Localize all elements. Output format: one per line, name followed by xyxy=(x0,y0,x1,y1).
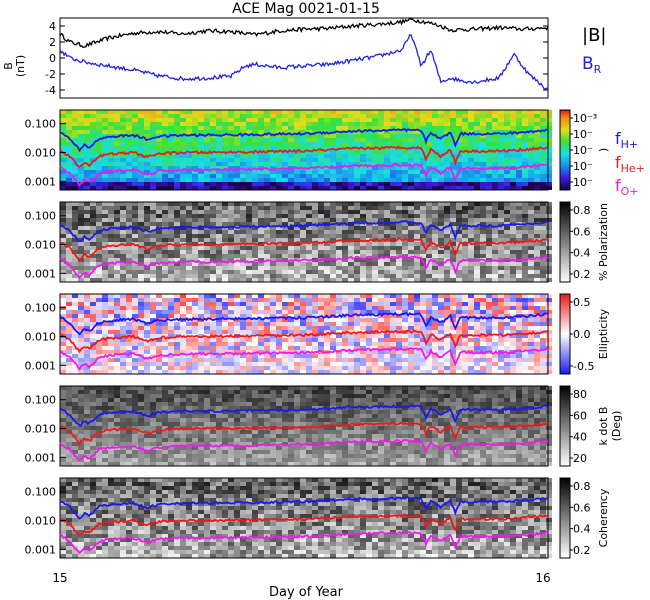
top-ylabel-b: B xyxy=(2,62,15,70)
colorbar-tick-label: 0.5 xyxy=(573,296,591,309)
ytick-label: 0.010 xyxy=(25,331,57,344)
x-tick-label-15: 15 xyxy=(52,571,67,585)
colorbar-kdotb xyxy=(559,385,571,467)
colorbar-tick-label: 0.2 xyxy=(573,544,591,557)
top-series-group xyxy=(59,17,549,90)
colorbar-power xyxy=(559,109,571,191)
colorbar-label2-kdotb: (Deg) xyxy=(610,411,623,442)
curve-fo xyxy=(59,438,549,462)
curve-fhe xyxy=(59,145,549,168)
panel-polarization: 0.100 0.010 0.001 0.8 0.6 0.4 0.2 % Polarizatio… xyxy=(25,201,610,283)
legend-fo-base: f xyxy=(615,176,621,195)
curve-fhe xyxy=(59,237,549,262)
colorbar-tick-label: 20 xyxy=(573,452,587,465)
colorbar-tick-label: 0.8 xyxy=(573,204,591,217)
colorbar-tick-label: 40 xyxy=(573,431,587,444)
colorbar-label-power: ) xyxy=(597,148,610,152)
top-panel: B (nT) 420-2-4 |B| BR xyxy=(2,17,606,99)
legend-fo: fO+ xyxy=(615,176,639,198)
curve-fo xyxy=(59,347,549,371)
panel-kdotb: 0.100 0.010 0.001 80 60 40 20 k dot B (Deg) xyxy=(25,385,623,467)
colorbar-tick-label: 0.2 xyxy=(573,268,591,281)
colorbar-tick-label: 0.8 xyxy=(573,480,591,493)
legend-fh: fH+ xyxy=(615,129,638,151)
colorbar-tick-label: 0.6 xyxy=(573,501,591,514)
series-line-bmag xyxy=(59,17,549,49)
top-ytick-label: 4 xyxy=(49,20,56,33)
curve-fh xyxy=(59,496,549,520)
legend-fhe-sub: He+ xyxy=(621,162,645,175)
colorbar-tick-label: 10⁻ xyxy=(573,144,593,157)
ytick-label: 0.100 xyxy=(25,486,57,499)
colorbar-tick-label: -0.5 xyxy=(573,360,594,373)
ytick-label: 0.001 xyxy=(25,543,57,556)
colorbar-tick-label: 60 xyxy=(573,409,587,422)
colorbar-label-ellipticity: Ellipticity xyxy=(597,308,610,359)
colorbar-tick-label: 0.4 xyxy=(573,247,591,260)
top-ylabel-unit: (nT) xyxy=(14,55,27,77)
ytick-label: 0.001 xyxy=(25,359,57,372)
ytick-label: 0.100 xyxy=(25,118,57,131)
top-ytick-label: 0 xyxy=(49,52,56,65)
curve-fo xyxy=(59,162,548,187)
legend-br: BR xyxy=(582,54,602,76)
colorbar-label-kdotb: k dot B xyxy=(597,407,610,446)
series-line-br xyxy=(59,34,549,90)
curve-fh xyxy=(59,220,549,243)
ytick-label: 0.010 xyxy=(25,515,57,528)
colorbar-tick-label: 10⁻ xyxy=(573,160,593,173)
ytick-label: 0.010 xyxy=(25,239,57,252)
ytick-label: 0.001 xyxy=(25,451,57,464)
legend-fhe: fHe+ xyxy=(615,153,645,175)
top-ytick-label: -2 xyxy=(45,68,56,81)
legend-fhe-base: f xyxy=(615,153,621,172)
colorbar-tick-label: 10⁻ xyxy=(573,128,593,141)
x-axis-label: Day of Year xyxy=(269,585,344,600)
curve-fhe xyxy=(59,329,549,354)
colorbar-polarization xyxy=(559,201,571,283)
curve-fhe xyxy=(59,421,549,447)
spectrogram-ellipticity xyxy=(60,294,552,374)
colorbar-label-coherency: Coherency xyxy=(597,488,610,547)
top-ytick-label: 2 xyxy=(49,36,56,49)
ytick-label: 0.100 xyxy=(25,394,57,407)
ytick-label: 0.100 xyxy=(25,210,57,223)
legend-fo-sub: O+ xyxy=(621,185,639,198)
legend-br-base: B xyxy=(582,54,594,74)
curve-fhe xyxy=(59,513,549,536)
legend-br-sub: R xyxy=(594,63,602,76)
x-tick-label-16: 16 xyxy=(535,571,550,585)
panel-frame xyxy=(59,201,549,283)
top-tick-group: 4 2 0 -2 -4 xyxy=(45,20,548,97)
curve-fo xyxy=(59,254,549,280)
curve-fh xyxy=(59,311,549,336)
panel-coherency: 0.100 0.010 0.001 0.8 0.6 0.4 0.2 Coherency xyxy=(25,477,610,559)
legend-fh-sub: H+ xyxy=(621,138,639,151)
colorbar-tick-label: 80 xyxy=(573,388,587,401)
colorbar-ellipticity xyxy=(559,293,571,375)
curve-fh xyxy=(59,128,549,153)
colorbar-tick-label: 0.6 xyxy=(573,225,591,238)
colorbar-tick-label: 0.4 xyxy=(573,523,591,536)
colorbar-coherency xyxy=(559,477,571,559)
top-ytick-label: -4 xyxy=(45,84,56,97)
ytick-label: 0.010 xyxy=(25,147,57,160)
colorbar-label-polarization: % Polarization xyxy=(597,203,610,281)
legend-fh-base: f xyxy=(615,129,621,148)
curve-fo xyxy=(59,530,549,555)
colorbar-tick-label: 10⁻ xyxy=(573,176,593,189)
ytick-label: 0.001 xyxy=(25,175,57,188)
ytick-label: 0.100 xyxy=(25,302,57,315)
colorbar-tick-label: 10⁻³ xyxy=(573,112,597,125)
ytick-label: 0.010 xyxy=(25,423,57,436)
chart-title: ACE Mag 0021-01-15 xyxy=(232,1,380,17)
freq-panels-group: 0.100 0.010 0.001 10⁻³ 10⁻ 10⁻ 10⁻ 10⁻) 0.100 0.0… xyxy=(25,109,623,559)
ytick-label: 0.001 xyxy=(25,267,57,280)
legend-bmag: |B| xyxy=(582,25,606,46)
curve-fh xyxy=(59,404,549,427)
panel-power: 0.100 0.010 0.001 10⁻³ 10⁻ 10⁻ 10⁻ 10⁻) xyxy=(25,109,610,191)
colorbar-tick-label: 0.0 xyxy=(573,328,591,341)
